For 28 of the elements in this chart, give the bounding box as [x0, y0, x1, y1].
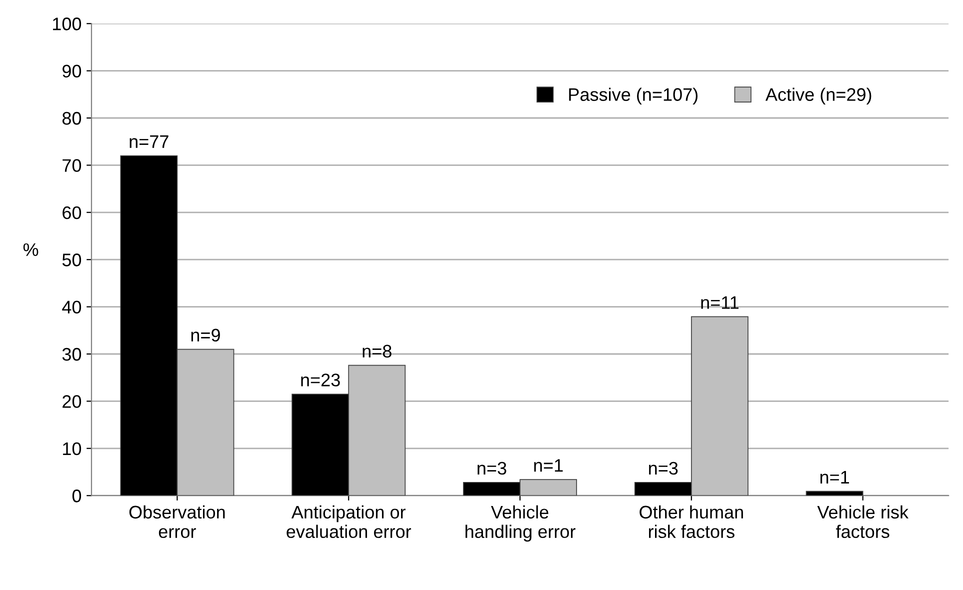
annotation: n=1 [534, 459, 563, 472]
annotation: n=8 [362, 344, 392, 358]
x-tick-label: Vehicle handling error [466, 505, 576, 542]
y-tick-label: 60 [62, 206, 82, 220]
x-tick-label: Vehicle risk factors [817, 505, 909, 538]
legend-label: Passive (n=107) [569, 88, 698, 105]
annotation: n=3 [649, 462, 678, 475]
annotation: n=23 [301, 374, 340, 386]
y-tick-label: 50 [62, 254, 82, 266]
y-tick-label: 70 [62, 159, 82, 172]
annotation: n=11 [701, 296, 739, 309]
x-tick-label: Anticipation or evaluation error [286, 505, 412, 538]
x-tick-label: Other human risk factors [640, 505, 743, 538]
y-tick-label: 80 [62, 112, 82, 125]
y-tick-label: 20 [62, 395, 82, 408]
y-tick-label: 30 [62, 348, 82, 361]
annotation: n=9 [191, 328, 220, 342]
y-tick-label: 40 [62, 300, 82, 314]
y-tick-label: 90 [62, 64, 82, 78]
y-axis-title: % [23, 243, 38, 256]
y-tick-label: 0 [72, 490, 82, 502]
y-tick-label: 10 [63, 442, 82, 456]
annotation: n=1 [820, 471, 849, 484]
legend-label: Active (n=29) [765, 88, 872, 105]
annotation: n=77 [130, 135, 168, 148]
x-tick-label: Observation error [129, 505, 225, 538]
annotation: n=3 [478, 462, 506, 475]
y-tick-label: 100 [53, 18, 82, 30]
